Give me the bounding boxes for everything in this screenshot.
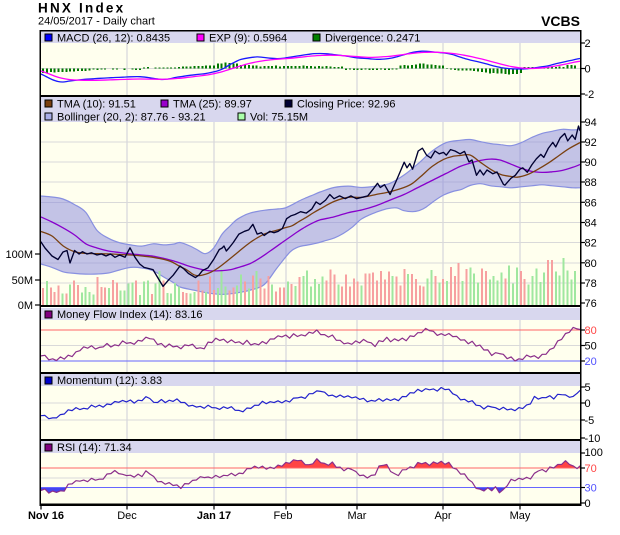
svg-text:Bollinger (20, 2): 87.76 - 93.: Bollinger (20, 2): 87.76 - 93.21 (57, 112, 206, 124)
svg-text:20: 20 (585, 356, 597, 368)
svg-text:Mar: Mar (348, 510, 367, 522)
svg-text:84: 84 (585, 218, 597, 230)
svg-text:Apr: Apr (434, 510, 451, 522)
svg-text:100M: 100M (5, 249, 33, 261)
svg-text:Feb: Feb (274, 510, 293, 522)
svg-text:Closing Price: 92.96: Closing Price: 92.96 (297, 99, 395, 111)
svg-text:RSI (14): 71.34: RSI (14): 71.34 (57, 442, 132, 454)
svg-text:90: 90 (585, 157, 597, 169)
svg-text:EXP (9): 0.5964: EXP (9): 0.5964 (209, 33, 287, 45)
svg-text:Divergence: 0.2471: Divergence: 0.2471 (325, 33, 420, 45)
svg-text:2: 2 (585, 38, 591, 50)
svg-text:82: 82 (585, 238, 597, 250)
svg-text:70: 70 (585, 463, 597, 475)
svg-text:0M: 0M (18, 300, 33, 312)
svg-text:TMA (25): 89.97: TMA (25): 89.97 (173, 99, 252, 111)
svg-text:0: 0 (585, 498, 591, 510)
svg-text:Momentum (12): 3.83: Momentum (12): 3.83 (57, 375, 162, 387)
svg-text:MACD (26, 12): 0.8435: MACD (26, 12): 0.8435 (57, 33, 170, 45)
svg-text:5: 5 (585, 382, 591, 394)
svg-text:-5: -5 (585, 415, 595, 427)
svg-text:86: 86 (585, 197, 597, 209)
svg-text:TMA (10): 91.51: TMA (10): 91.51 (57, 99, 136, 111)
svg-text:0: 0 (585, 398, 591, 410)
svg-text:Dec: Dec (117, 510, 137, 522)
svg-text:Vol: 75.15M: Vol: 75.15M (250, 112, 308, 124)
svg-text:HNX Index: HNX Index (38, 1, 125, 16)
svg-text:0: 0 (585, 64, 591, 76)
svg-text:Nov 16: Nov 16 (28, 510, 64, 522)
svg-text:50: 50 (585, 341, 597, 353)
svg-text:24/05/2017 - Daily chart: 24/05/2017 - Daily chart (38, 16, 155, 28)
svg-text:78: 78 (585, 278, 597, 290)
svg-text:Money Flow Index (14): 83.16: Money Flow Index (14): 83.16 (57, 309, 203, 321)
svg-text:Jan 17: Jan 17 (197, 510, 231, 522)
svg-text:-10: -10 (585, 433, 601, 445)
svg-text:88: 88 (585, 177, 597, 189)
svg-text:80: 80 (585, 325, 597, 337)
svg-text:80: 80 (585, 258, 597, 270)
svg-text:76: 76 (585, 298, 597, 310)
svg-text:May: May (510, 510, 531, 522)
svg-text:100: 100 (585, 447, 603, 459)
svg-text:94: 94 (585, 117, 597, 129)
svg-text:-2: -2 (585, 89, 595, 101)
svg-text:VCBS: VCBS (541, 13, 580, 29)
svg-text:92: 92 (585, 137, 597, 149)
svg-text:50M: 50M (12, 275, 33, 287)
svg-text:30: 30 (585, 483, 597, 495)
